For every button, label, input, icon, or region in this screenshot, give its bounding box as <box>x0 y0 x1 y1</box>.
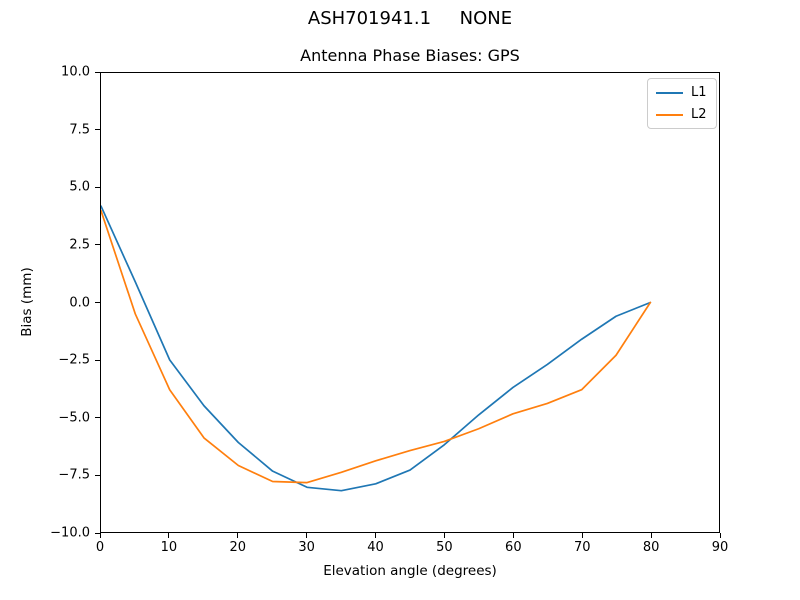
l2-line <box>101 209 652 484</box>
x-tick-label: 90 <box>711 540 729 555</box>
legend-label: L1 <box>691 85 707 100</box>
y-tick-mark <box>95 532 100 534</box>
x-tick-label: 70 <box>573 540 591 555</box>
x-tick-mark <box>581 533 583 538</box>
y-tick-label: 10.0 <box>61 64 90 80</box>
chart-title: Antenna Phase Biases: GPS <box>300 46 520 65</box>
x-axis-label: Elevation angle (degrees) <box>323 563 497 579</box>
y-tick-label: −7.5 <box>58 467 90 483</box>
y-tick-mark <box>95 71 100 73</box>
x-tick-label: 20 <box>229 540 247 555</box>
x-tick-label: 60 <box>505 540 522 555</box>
y-tick-mark <box>95 474 100 476</box>
x-tick-label: 40 <box>367 540 384 555</box>
y-tick-label: 5.0 <box>69 179 90 195</box>
plot-canvas <box>101 205 652 492</box>
legend-label: L2 <box>691 107 707 122</box>
x-tick-mark <box>719 533 721 538</box>
legend: L1 L2 <box>647 78 717 129</box>
y-tick-label: 7.5 <box>69 122 90 138</box>
y-tick-label: 2.5 <box>69 237 90 253</box>
y-tick-label: −10.0 <box>50 525 90 541</box>
y-tick-mark <box>95 244 100 246</box>
x-tick-label: 0 <box>95 540 105 555</box>
x-tick-mark <box>375 533 377 538</box>
x-tick-mark <box>650 533 652 538</box>
x-tick-label: 50 <box>436 540 453 555</box>
legend-line-sample <box>656 91 683 94</box>
legend-item-l2: L2 <box>656 107 707 122</box>
x-tick-mark <box>443 533 445 538</box>
x-tick-mark <box>512 533 514 538</box>
x-tick-mark <box>168 533 170 538</box>
y-tick-mark <box>95 302 100 303</box>
y-tick-mark <box>95 186 100 188</box>
x-tick-label: 80 <box>642 540 660 555</box>
y-tick-mark <box>95 359 100 361</box>
y-tick-mark <box>95 417 100 419</box>
x-tick-mark <box>99 533 101 538</box>
y-tick-label: 0.0 <box>69 295 90 310</box>
legend-line-sample <box>656 113 683 116</box>
l1-line <box>101 205 652 492</box>
plot-area <box>100 72 720 533</box>
x-tick-mark <box>306 533 308 538</box>
x-tick-label: 30 <box>298 540 315 555</box>
y-tick-label: −5.0 <box>58 410 90 426</box>
y-tick-mark <box>95 129 100 131</box>
x-tick-label: 10 <box>160 540 178 555</box>
x-tick-mark <box>237 533 239 538</box>
figure-suptitle: ASH701941.1 NONE <box>307 8 513 29</box>
legend-item-l1: L1 <box>656 85 707 100</box>
y-tick-label: −2.5 <box>58 352 90 368</box>
